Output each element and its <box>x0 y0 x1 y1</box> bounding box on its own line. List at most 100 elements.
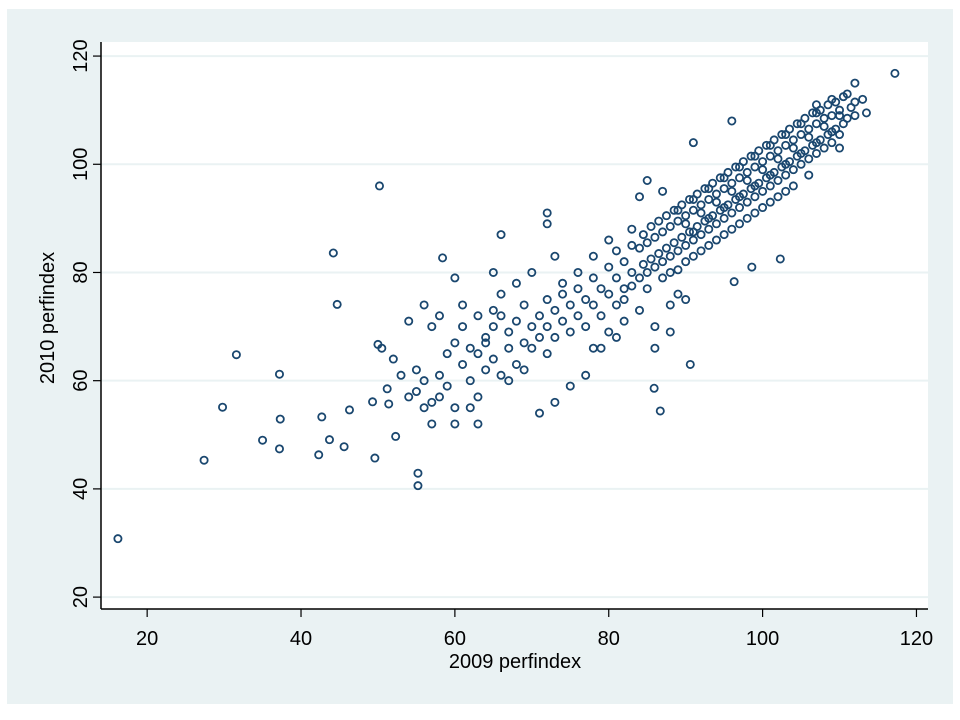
y-tick-label: 40 <box>70 478 92 500</box>
gridlines <box>101 55 928 599</box>
data-point <box>231 350 241 360</box>
data-point <box>611 246 621 256</box>
data-point <box>688 138 698 148</box>
x-tick-label: 20 <box>136 628 158 650</box>
data-point <box>696 246 706 256</box>
data-point <box>274 369 284 379</box>
data-point <box>649 383 659 393</box>
data-point <box>727 208 737 218</box>
data-point <box>458 300 468 310</box>
data-point <box>765 181 775 191</box>
data-point <box>681 219 691 229</box>
data-point <box>596 311 606 321</box>
data-point <box>804 170 814 180</box>
y-tick-label: 80 <box>70 261 92 283</box>
data-point <box>735 173 745 183</box>
data-point <box>773 176 783 186</box>
data-point <box>696 200 706 210</box>
y-axis-title: 2010 perfindex <box>37 252 59 384</box>
data-point <box>811 108 821 118</box>
data-point <box>558 316 568 326</box>
data-point <box>370 453 380 463</box>
data-point <box>504 376 514 386</box>
data-point <box>704 240 714 250</box>
data-point <box>735 192 745 202</box>
data-point <box>719 230 729 240</box>
data-point <box>604 235 614 245</box>
data-point <box>465 376 475 386</box>
data-point <box>218 402 228 412</box>
data-point <box>199 455 209 465</box>
data-point <box>473 419 483 429</box>
data-point <box>404 392 414 402</box>
data-point <box>650 232 660 242</box>
data-point <box>796 119 806 129</box>
data-point <box>742 176 752 186</box>
data-point <box>788 165 798 175</box>
x-tick-label: 80 <box>598 628 620 650</box>
data-point <box>704 184 714 194</box>
data-point <box>542 322 552 332</box>
data-point <box>835 111 845 121</box>
data-point <box>804 154 814 164</box>
data-point <box>388 354 398 364</box>
data-point <box>635 243 645 253</box>
data-point <box>742 167 752 177</box>
data-point <box>861 108 871 118</box>
data-point <box>450 403 460 413</box>
y-tick-label: 120 <box>70 39 92 72</box>
data-point <box>850 97 860 107</box>
data-point <box>635 305 645 315</box>
y-tick-label: 100 <box>70 148 92 181</box>
data-point <box>673 205 683 215</box>
data-point <box>419 300 429 310</box>
data-point <box>527 322 537 332</box>
data-point <box>858 94 868 104</box>
data-point <box>275 414 285 424</box>
data-point <box>665 221 675 231</box>
data-point <box>750 151 760 161</box>
data-point <box>611 332 621 342</box>
data-point <box>658 186 668 196</box>
data-point <box>746 151 756 161</box>
data-point <box>565 327 575 337</box>
y-tick-label: 20 <box>70 586 92 608</box>
data-point <box>808 108 818 118</box>
data-point <box>113 534 123 544</box>
data-point <box>654 216 664 226</box>
data-point <box>642 267 652 277</box>
data-point <box>761 140 771 150</box>
data-point <box>681 257 691 267</box>
data-point <box>627 240 637 250</box>
data-point <box>850 78 860 88</box>
data-point <box>804 132 814 142</box>
data-point <box>729 277 739 287</box>
data-point <box>819 113 829 123</box>
data-point <box>596 284 606 294</box>
data-point <box>688 194 698 204</box>
data-point <box>434 392 444 402</box>
data-point <box>750 181 760 191</box>
data-point <box>377 343 387 353</box>
data-point <box>704 213 714 223</box>
x-axis-title: 2009 perfindex <box>449 651 581 673</box>
data-point <box>777 130 787 140</box>
data-point <box>550 397 560 407</box>
data-point <box>496 289 506 299</box>
data-point <box>681 295 691 305</box>
data-point <box>511 278 521 288</box>
data-point <box>661 211 671 221</box>
data-point <box>673 216 683 226</box>
data-point <box>434 370 444 380</box>
data-point <box>650 262 660 272</box>
data-point <box>742 213 752 223</box>
data-point <box>619 316 629 326</box>
data-point <box>796 159 806 169</box>
data-point <box>719 173 729 183</box>
data-point <box>655 406 665 416</box>
data-point <box>565 300 575 310</box>
data-point <box>685 227 695 237</box>
data-point <box>673 265 683 275</box>
data-point <box>573 284 583 294</box>
